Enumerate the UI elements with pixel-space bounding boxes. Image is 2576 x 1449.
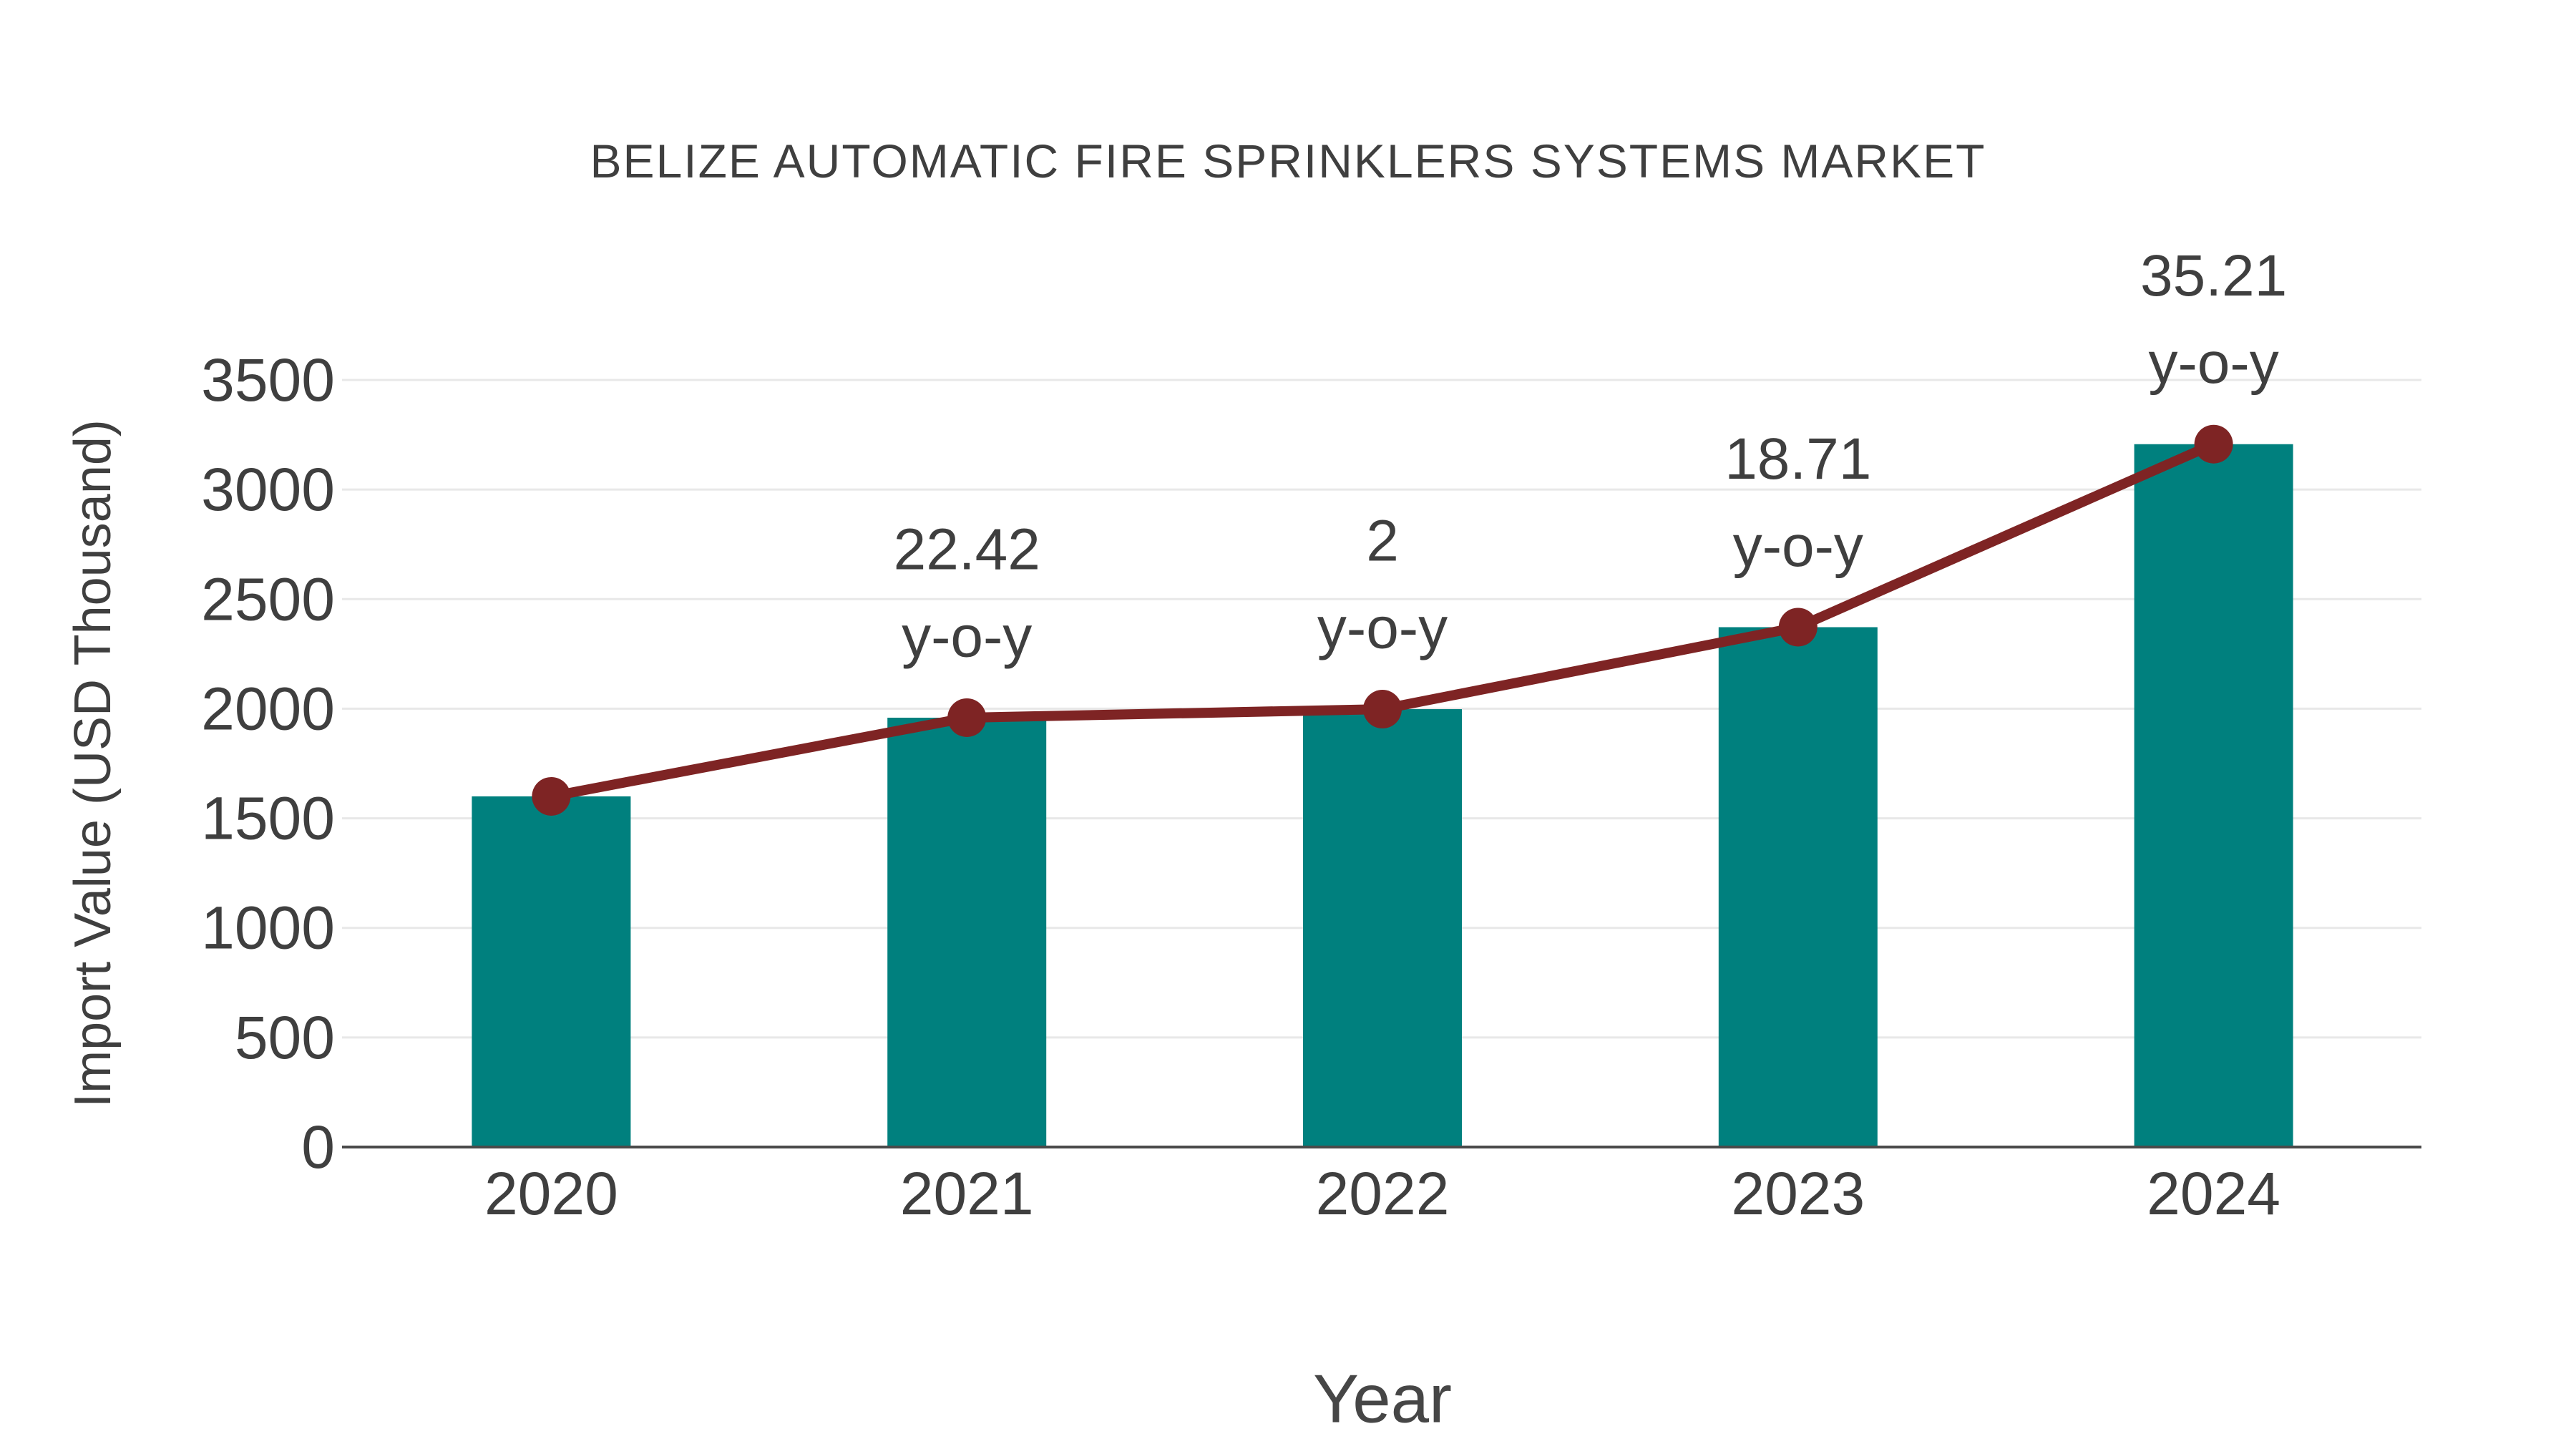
line-series [532,424,2233,816]
bar-2023 [1718,627,1878,1147]
bar-2022 [1303,709,1462,1147]
data-point-2021 [947,698,987,737]
y-tick-2500: 2500 [201,565,335,633]
annotation-suffix-2024: y-o-y [2148,331,2278,396]
x-axis-tick-labels: 2020 2021 2022 2023 2024 [484,1160,2280,1227]
data-point-2024 [2194,424,2233,464]
annotation-value-2021: 22.42 [894,517,1040,582]
yoy-annotations: 22.42 y-o-y 2 y-o-y 18.71 y-o-y 35.21 y-o-y [894,243,2288,669]
annotation-value-2024: 35.21 [2140,243,2287,308]
y-tick-2000: 2000 [201,675,335,742]
annotation-suffix-2021: y-o-y [902,604,1032,669]
bar-2020 [472,796,631,1147]
annotation-value-2023: 18.71 [1724,426,1871,492]
data-point-2022 [1363,690,1402,729]
bar-2024 [2134,444,2293,1147]
annotation-value-2022: 2 [1366,509,1399,574]
y-axis-title: Import Value (USD Thousand) [64,419,122,1108]
y-axis-tick-labels: 0 500 1000 1500 2000 2500 3000 3500 [201,346,335,1181]
data-point-2023 [1778,608,1818,647]
x-tick-2022: 2022 [1316,1160,1450,1227]
y-tick-1500: 1500 [201,785,335,852]
annotation-suffix-2022: y-o-y [1317,596,1448,661]
y-tick-3500: 3500 [201,346,335,414]
data-point-2020 [532,776,571,816]
x-tick-2021: 2021 [900,1160,1034,1227]
x-tick-2020: 2020 [484,1160,618,1227]
chart-title: BELIZE AUTOMATIC FIRE SPRINKLERS SYSTEMS… [590,135,1986,187]
x-tick-2024: 2024 [2147,1160,2280,1227]
x-axis-title: Year [1313,1361,1452,1438]
y-tick-1000: 1000 [201,894,335,962]
y-tick-500: 500 [235,1004,335,1071]
y-tick-0: 0 [301,1113,335,1181]
x-tick-2023: 2023 [1731,1160,1865,1227]
bar-2021 [887,717,1047,1147]
annotation-suffix-2023: y-o-y [1733,514,1863,579]
bar-series [472,444,2293,1147]
y-tick-3000: 3000 [201,456,335,523]
